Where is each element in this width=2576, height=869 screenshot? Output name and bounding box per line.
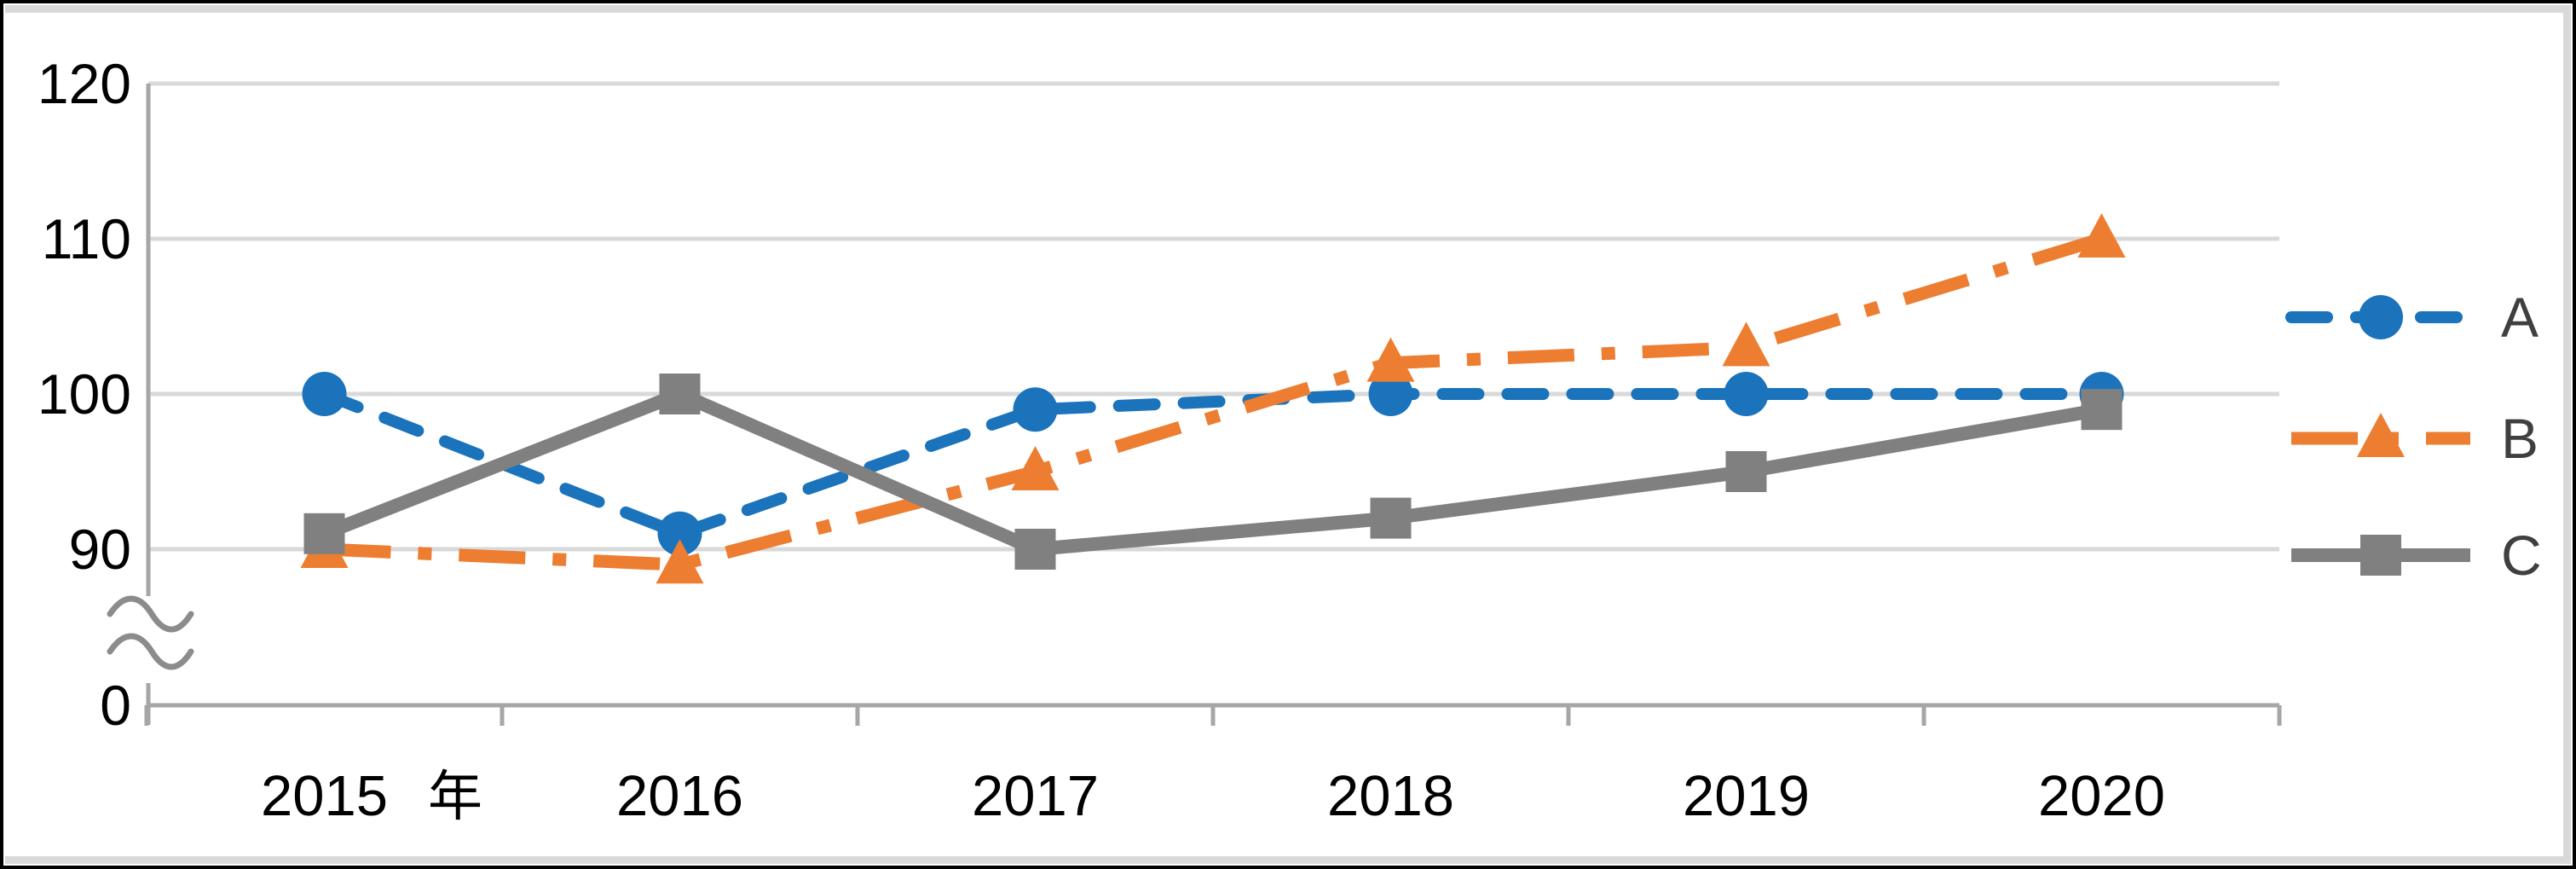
series-C-marker <box>1014 529 1056 570</box>
series-B-line <box>324 232 2104 571</box>
series-A-marker <box>1368 372 1413 416</box>
legend-A-swatch-icon <box>2285 295 2476 339</box>
x-axis-label: 2019 <box>1682 764 1811 828</box>
legend-label: A <box>2501 286 2539 349</box>
x-axis-unit-label: 年 <box>428 766 482 827</box>
x-axis-label: 2015 <box>260 764 389 828</box>
series-A-marker <box>657 511 702 556</box>
legend-item-A: A <box>2281 278 2538 356</box>
series-B-marker <box>656 539 704 584</box>
series-C-marker <box>659 374 701 414</box>
y-axis-label: 110 <box>41 207 131 270</box>
x-axis-label: 2018 <box>1326 764 1455 828</box>
y-axis-label: 100 <box>37 362 131 426</box>
series-C-marker <box>1725 451 1767 492</box>
y-axis-label: 0 <box>100 674 131 737</box>
series-C-marker <box>1370 497 1412 539</box>
legend-label: C <box>2501 524 2542 587</box>
y-axis-label: 90 <box>68 518 131 581</box>
series-C-marker <box>2081 389 2123 431</box>
legend-label: B <box>2501 407 2539 470</box>
triangle-marker-icon <box>2357 413 2405 457</box>
series-B-marker <box>1722 322 1770 367</box>
legend-C-swatch-icon <box>2291 535 2470 576</box>
line-chart-plot <box>107 81 2282 726</box>
series-C-marker <box>303 513 345 554</box>
series-B-marker <box>2077 213 2126 258</box>
series-C-line <box>321 387 2103 556</box>
x-axis-label: 2020 <box>2037 764 2166 828</box>
x-axis-label: 2017 <box>971 764 1100 828</box>
series-B-marker <box>1366 337 1415 382</box>
x-axis-label: 2016 <box>615 764 744 828</box>
legend-item-B: B <box>2281 399 2538 478</box>
series-A-marker <box>302 372 347 416</box>
series-A-marker <box>1013 387 1058 432</box>
series-A-line <box>318 388 2108 540</box>
axis-break-symbol <box>107 633 194 670</box>
y-axis-label: 120 <box>37 52 131 115</box>
legend-B-swatch-icon <box>2291 413 2470 457</box>
series-A-marker <box>1724 372 1769 416</box>
circle-marker-icon <box>2359 295 2403 339</box>
axis-break-symbol <box>107 595 194 633</box>
square-marker-icon <box>2360 535 2401 576</box>
legend-item-C: C <box>2281 516 2542 594</box>
series-B-marker <box>1011 446 1060 490</box>
